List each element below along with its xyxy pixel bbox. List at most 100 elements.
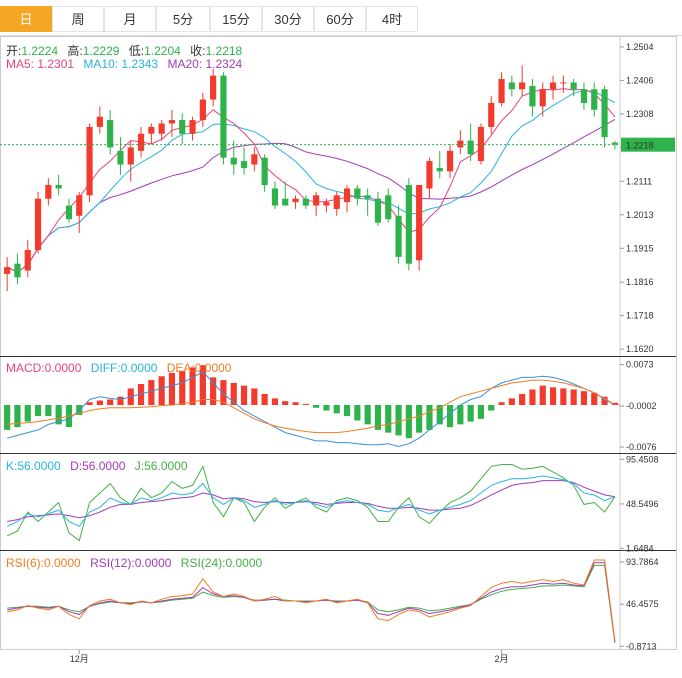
x-tick-label: 12月 <box>70 654 89 664</box>
macd-bar <box>560 388 567 405</box>
period-tabs: 日 周 月 5分 15分 30分 60分 4时 <box>0 0 682 36</box>
macd-bar <box>55 405 62 425</box>
candle-body <box>179 120 186 134</box>
macd-bar <box>189 367 196 405</box>
rsi24-label: RSI(24):0.0000 <box>180 556 263 570</box>
macd-legend: MACD:0.0000 DIFF:0.0000 DEA:0.0000 <box>6 361 237 375</box>
candle-body <box>395 215 402 257</box>
macd-bar <box>467 405 474 422</box>
macd-bar <box>148 380 155 405</box>
candle-body <box>611 142 618 145</box>
macd-bar <box>220 380 227 405</box>
tab-15min[interactable]: 15分 <box>210 6 262 32</box>
candle-body <box>107 120 114 148</box>
macd-bar <box>179 370 186 405</box>
candle-body <box>436 167 443 172</box>
macd-bar <box>426 405 433 430</box>
tab-5min[interactable]: 5分 <box>156 6 210 32</box>
macd-bar <box>333 405 340 414</box>
candle-body <box>4 267 11 274</box>
price-tick-label: 1.2406 <box>626 75 654 85</box>
ma10-line <box>6 90 616 273</box>
candle-body <box>34 198 42 250</box>
ohlc-legend: 开:1.2224 高:1.2229 低:1.2204 收:1.2218 <box>6 42 248 59</box>
candle-body <box>117 150 124 165</box>
candle-body <box>282 198 289 206</box>
macd-bar <box>24 405 31 422</box>
candle-body <box>127 147 134 165</box>
current-price-label: 1.2218 <box>626 141 654 151</box>
tab-60min[interactable]: 60分 <box>314 6 366 32</box>
ma5-line <box>6 88 616 273</box>
macd-bar <box>302 403 309 405</box>
macd-diff-line <box>7 371 616 448</box>
tab-month[interactable]: 月 <box>104 6 156 32</box>
macd-bar <box>354 405 361 421</box>
candle-body <box>271 188 279 206</box>
candle-body <box>519 82 526 90</box>
j-label: J:56.0000 <box>134 459 188 473</box>
macd-bar <box>251 388 258 405</box>
tab-day[interactable]: 日 <box>0 6 52 32</box>
candle-body <box>374 198 382 223</box>
candle-body <box>539 89 546 107</box>
rsi12-label: RSI(12):0.0000 <box>90 556 172 570</box>
candle-body <box>189 120 196 134</box>
candle-body <box>14 263 21 278</box>
candle-body <box>498 79 505 103</box>
candle-body <box>333 195 340 209</box>
high-label: 高: <box>67 44 83 58</box>
candle-body <box>580 89 588 103</box>
candle-body <box>45 185 52 199</box>
macd-label: MACD:0.0000 <box>6 361 82 375</box>
candle-body <box>405 185 412 264</box>
candle-body <box>343 188 351 203</box>
candle-body <box>302 198 309 206</box>
candle-body <box>354 188 361 199</box>
macd-bar <box>488 405 495 411</box>
macd-bar <box>230 382 237 405</box>
macd-bar <box>14 405 21 428</box>
macd-bar <box>508 398 515 405</box>
rsi-tick-label: -0.8713 <box>626 641 657 651</box>
tab-30min[interactable]: 30分 <box>262 6 314 32</box>
x-tick-label: 2月 <box>495 654 509 664</box>
macd-bar <box>4 405 11 430</box>
candle-body <box>86 126 93 196</box>
tab-4hour[interactable]: 4时 <box>366 6 418 32</box>
ma-legend: MA5: 1.2301 MA10: 1.2343 MA20: 1.2324 <box>6 57 248 71</box>
candle-body <box>560 82 567 84</box>
macd-bar <box>529 389 536 405</box>
rsi-legend: RSI(6):0.0000 RSI(12):0.0000 RSI(24):0.0… <box>6 556 268 570</box>
candle-body <box>199 99 206 121</box>
macd-bar <box>210 377 217 405</box>
kdj-tick-label: 95.4508 <box>626 454 659 464</box>
low-label: 低: <box>128 44 145 58</box>
close-label: 收: <box>190 44 206 58</box>
ma20-label: MA20: 1.2324 <box>167 57 243 71</box>
candle-body <box>385 195 392 220</box>
candle-body <box>313 195 320 206</box>
price-tick-label: 1.2308 <box>626 109 654 119</box>
candle-body <box>55 185 62 189</box>
diff-label: DIFF:0.0000 <box>90 361 158 375</box>
tab-week[interactable]: 周 <box>52 6 104 32</box>
candle-body <box>168 120 176 124</box>
candle-body <box>467 140 474 155</box>
high-value: 1.2229 <box>82 44 120 58</box>
macd-dea-line <box>7 379 616 434</box>
candle-body <box>220 75 227 158</box>
candle-body <box>323 202 330 206</box>
macd-bar <box>45 405 52 417</box>
rsi6-label: RSI(6):0.0000 <box>6 556 81 570</box>
macd-bar <box>436 405 443 425</box>
macd-bar <box>117 396 124 405</box>
candle-body <box>508 82 515 90</box>
macd-bar <box>34 405 42 417</box>
d-label: D:56.0000 <box>70 459 126 473</box>
macd-bar <box>158 376 165 405</box>
open-label: 开: <box>6 44 22 58</box>
candle-body <box>261 157 268 186</box>
kdj-d-line <box>7 480 615 522</box>
